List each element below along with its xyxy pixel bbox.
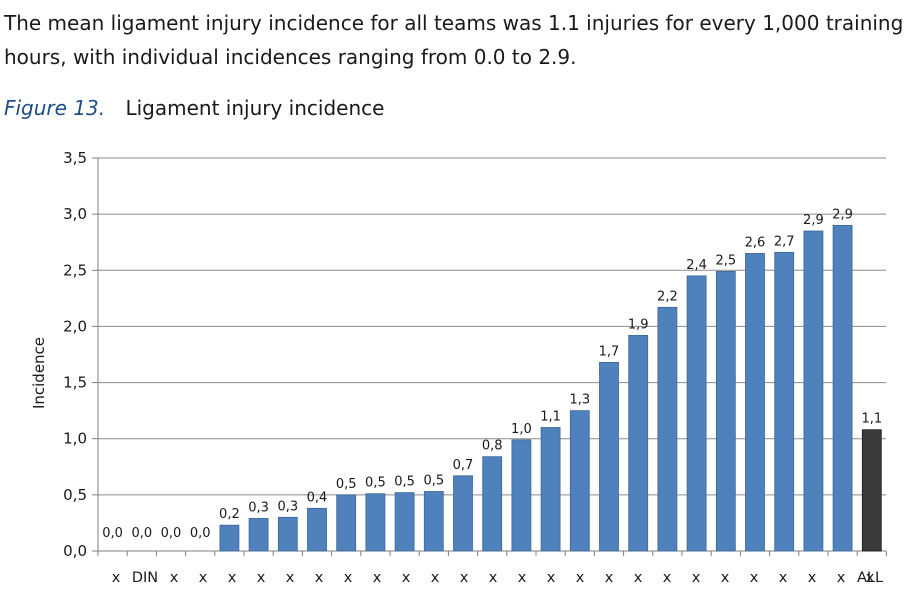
data-label: 2,6 xyxy=(745,235,766,250)
category-label: x xyxy=(344,570,353,586)
figure-caption: Figure 13. Ligament injury incidence xyxy=(4,96,384,120)
category-label: x xyxy=(112,570,121,586)
bar xyxy=(453,475,473,552)
data-label: 1,1 xyxy=(540,409,561,424)
bar xyxy=(686,275,707,552)
grid-lines xyxy=(98,157,886,496)
data-label: 2,9 xyxy=(803,213,824,228)
category-label: x xyxy=(315,570,324,586)
data-label: 2,7 xyxy=(774,234,795,249)
y-tick-labels: 0,0 0,5 1,0 1,5 2,0 2,5 3,0 3,5 xyxy=(63,149,87,560)
bar xyxy=(482,456,503,552)
bar xyxy=(599,361,619,552)
bar xyxy=(832,224,853,552)
bars xyxy=(219,224,882,552)
category-label: x xyxy=(721,570,730,586)
incidence-chart: 0,0 0,5 1,0 1,5 2,0 2,5 3,0 3,5 0,0 0,0 0,0 0,0 0,2… xyxy=(30,149,887,586)
data-label: 2,5 xyxy=(715,253,736,268)
data-label: 0,5 xyxy=(336,477,357,492)
category-label: x xyxy=(431,570,440,586)
y-tick-label: 0,5 xyxy=(63,486,87,504)
category-label: x xyxy=(170,570,179,586)
category-label: x xyxy=(779,570,788,586)
data-label: 1,1 xyxy=(861,412,882,427)
y-tick-label: 3,5 xyxy=(63,149,87,167)
bar xyxy=(277,516,298,552)
category-label: x xyxy=(808,570,817,586)
bar xyxy=(540,427,561,552)
bar xyxy=(745,253,765,552)
category-label: x xyxy=(257,570,266,586)
bar xyxy=(511,439,532,552)
data-label: 0,2 xyxy=(219,507,240,522)
data-label: 0,5 xyxy=(423,473,444,488)
bar xyxy=(394,492,415,552)
y-tick-label: 1,5 xyxy=(63,374,87,392)
data-label: 0,0 xyxy=(102,526,123,541)
bar xyxy=(774,251,795,552)
category-label: x xyxy=(866,570,875,586)
data-label: 1,3 xyxy=(569,393,590,408)
data-label: 0,5 xyxy=(394,475,415,490)
bar xyxy=(307,507,327,552)
data-label: 0,0 xyxy=(131,526,152,541)
data-label: 0,7 xyxy=(453,458,474,473)
data-label: 0,3 xyxy=(248,500,269,515)
data-label: 0,3 xyxy=(277,499,298,514)
category-label: x xyxy=(199,570,208,586)
data-label: 2,9 xyxy=(832,207,853,222)
data-label: 1,0 xyxy=(511,422,532,437)
y-tick-label: 3,0 xyxy=(63,205,87,223)
category-label: ALL xyxy=(857,570,883,586)
bar xyxy=(365,493,386,552)
category-label: x xyxy=(750,570,759,586)
category-label: x xyxy=(576,570,585,586)
bar-all xyxy=(861,429,882,552)
category-label: x xyxy=(228,570,237,586)
data-label: 1,7 xyxy=(599,344,620,359)
bar xyxy=(423,491,444,552)
bar xyxy=(803,230,824,552)
bar xyxy=(219,524,240,552)
y-tick-label: 1,0 xyxy=(63,430,87,448)
category-label: x xyxy=(605,570,614,586)
category-label: x xyxy=(460,570,469,586)
data-label: 1,9 xyxy=(628,317,649,332)
category-label: x xyxy=(547,570,556,586)
data-label: 0,8 xyxy=(482,439,503,454)
data-label: 0,5 xyxy=(365,476,386,491)
category-label: x xyxy=(663,570,672,586)
y-tick-label: 2,0 xyxy=(63,317,87,335)
category-label: x xyxy=(837,570,846,586)
category-label: x xyxy=(692,570,701,586)
data-label: 0,0 xyxy=(161,526,182,541)
category-label: x xyxy=(489,570,498,586)
y-tick-label: 0,0 xyxy=(63,542,87,560)
data-label: 2,2 xyxy=(657,289,678,304)
bar xyxy=(657,306,678,552)
bar xyxy=(336,494,357,552)
data-labels: 0,0 0,0 0,0 0,0 0,2 0,3 0,3 0,4 0,5 0,5 0,5 0,5 0,7 0… xyxy=(102,207,882,541)
bar xyxy=(628,335,649,552)
y-axis-label: Incidence xyxy=(30,337,48,409)
category-label: x xyxy=(518,570,527,586)
category-label: x xyxy=(286,570,295,586)
data-label: 2,4 xyxy=(686,258,707,273)
bar xyxy=(715,271,736,552)
category-label: x xyxy=(373,570,382,586)
category-label: x xyxy=(634,570,643,586)
figure-title: Ligament injury incidence xyxy=(125,96,385,120)
intro-paragraph: The mean ligament injury incidence for a… xyxy=(4,11,904,69)
y-tick-label: 2,5 xyxy=(63,261,87,279)
bar xyxy=(569,410,590,552)
category-label: x xyxy=(402,570,411,586)
data-label: 0,4 xyxy=(307,490,328,505)
category-label: DIN xyxy=(132,570,158,586)
figure-label: Figure 13. xyxy=(4,96,106,120)
bar xyxy=(248,518,269,552)
data-label: 0,0 xyxy=(190,526,211,541)
